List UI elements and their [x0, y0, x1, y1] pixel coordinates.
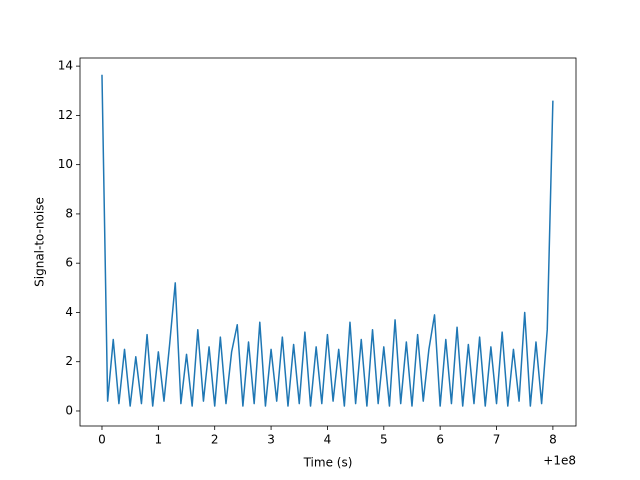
y-tick-label: 2 — [65, 354, 73, 368]
y-tick-label: 4 — [65, 305, 73, 319]
y-tick-label: 0 — [65, 403, 73, 417]
x-tick-label: 5 — [380, 433, 388, 447]
x-tick-label: 8 — [549, 433, 557, 447]
y-tick-label: 6 — [65, 256, 73, 270]
x-offset-label: +1e8 — [543, 454, 576, 468]
y-tick-label: 8 — [65, 206, 73, 220]
x-tick-label: 2 — [211, 433, 219, 447]
x-axis-label: Time (s) — [303, 456, 353, 470]
y-tick-label: 14 — [58, 59, 73, 73]
x-tick-label: 1 — [155, 433, 163, 447]
y-tick-label: 12 — [58, 108, 73, 122]
x-tick-label: 7 — [493, 433, 501, 447]
y-axis-label: Signal-to-noise — [33, 197, 47, 287]
x-tick-label: 4 — [324, 433, 332, 447]
x-tick-label: 3 — [267, 433, 275, 447]
series-line — [101, 74, 554, 407]
x-tick-label: 0 — [98, 433, 106, 447]
x-tick-label: 6 — [436, 433, 444, 447]
y-tick-label: 10 — [58, 157, 73, 171]
axes-frame — [79, 57, 577, 427]
